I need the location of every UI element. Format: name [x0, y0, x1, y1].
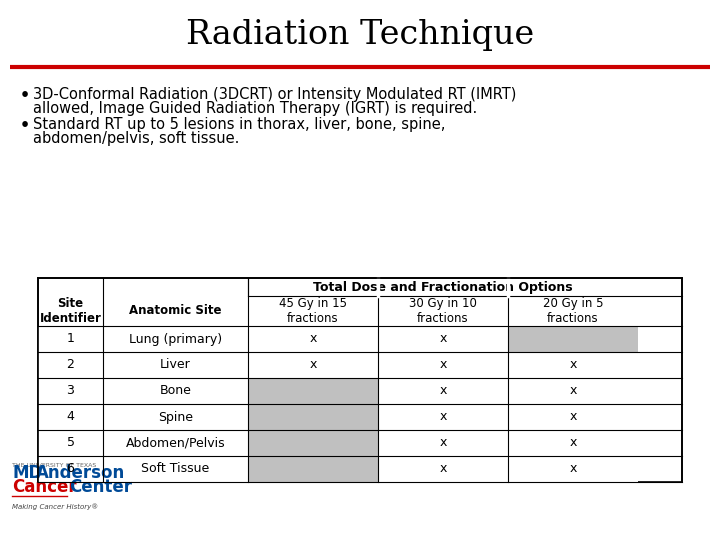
Bar: [38, 352, 103, 378]
Bar: [248, 456, 378, 482]
Text: 2: 2: [66, 359, 74, 372]
Text: 3: 3: [66, 384, 74, 397]
Text: x: x: [310, 359, 317, 372]
Bar: [508, 326, 638, 352]
Bar: [378, 404, 508, 430]
Bar: [38, 278, 682, 482]
Bar: [103, 378, 248, 404]
Text: abdomen/pelvis, soft tissue.: abdomen/pelvis, soft tissue.: [33, 131, 239, 146]
Text: x: x: [439, 333, 446, 346]
Bar: [508, 430, 638, 456]
Text: allowed, Image Guided Radiation Therapy (IGRT) is required.: allowed, Image Guided Radiation Therapy …: [33, 101, 477, 116]
Text: THE UNIVERSITY OF TEXAS: THE UNIVERSITY OF TEXAS: [12, 463, 96, 468]
Bar: [508, 404, 638, 430]
Bar: [248, 430, 378, 456]
Text: 6: 6: [66, 462, 74, 476]
Bar: [378, 378, 508, 404]
Text: 45 Gy in 15
fractions: 45 Gy in 15 fractions: [279, 297, 347, 325]
Text: Bone: Bone: [160, 384, 192, 397]
Text: Center: Center: [69, 478, 132, 496]
Text: x: x: [570, 462, 577, 476]
Bar: [38, 430, 103, 456]
Text: 4: 4: [66, 410, 74, 423]
Bar: [378, 326, 508, 352]
Text: MD: MD: [12, 464, 42, 482]
Text: x: x: [570, 436, 577, 449]
Bar: [248, 404, 378, 430]
Bar: [103, 404, 248, 430]
Text: 30 Gy in 10
fractions: 30 Gy in 10 fractions: [409, 297, 477, 325]
Bar: [248, 326, 378, 352]
Text: Anderson: Anderson: [36, 464, 125, 482]
Text: Soft Tissue: Soft Tissue: [141, 462, 210, 476]
Bar: [508, 378, 638, 404]
Text: •: •: [20, 88, 30, 103]
Text: x: x: [570, 384, 577, 397]
Bar: [378, 430, 508, 456]
Text: Site
Identifier: Site Identifier: [40, 297, 102, 325]
Text: x: x: [570, 359, 577, 372]
Bar: [508, 352, 638, 378]
Bar: [103, 430, 248, 456]
Bar: [508, 456, 638, 482]
Text: 3D-Conformal Radiation (3DCRT) or Intensity Modulated RT (IMRT): 3D-Conformal Radiation (3DCRT) or Intens…: [33, 87, 516, 102]
Text: Lung (primary): Lung (primary): [129, 333, 222, 346]
Text: 5: 5: [66, 436, 74, 449]
Bar: [103, 326, 248, 352]
Bar: [38, 378, 103, 404]
Text: 1: 1: [66, 333, 74, 346]
Bar: [378, 352, 508, 378]
Bar: [248, 352, 378, 378]
Text: x: x: [439, 410, 446, 423]
Text: Total Dose and Fractionation Options: Total Dose and Fractionation Options: [313, 280, 573, 294]
Text: Liver: Liver: [160, 359, 191, 372]
Text: Making Cancer History®: Making Cancer History®: [12, 503, 98, 510]
Bar: [38, 404, 103, 430]
Text: x: x: [570, 410, 577, 423]
Text: Spine: Spine: [158, 410, 193, 423]
Text: x: x: [439, 462, 446, 476]
Bar: [38, 326, 103, 352]
Text: x: x: [439, 384, 446, 397]
Bar: [103, 352, 248, 378]
Text: Abdomen/Pelvis: Abdomen/Pelvis: [126, 436, 225, 449]
Bar: [248, 378, 378, 404]
Text: Standard RT up to 5 lesions in thorax, liver, bone, spine,: Standard RT up to 5 lesions in thorax, l…: [33, 117, 446, 132]
Bar: [378, 456, 508, 482]
Text: Anatomic Site: Anatomic Site: [130, 305, 222, 318]
Bar: [103, 456, 248, 482]
Text: x: x: [439, 436, 446, 449]
Text: 20 Gy in 5
fractions: 20 Gy in 5 fractions: [543, 297, 603, 325]
Text: x: x: [439, 359, 446, 372]
Text: Cancer: Cancer: [12, 478, 76, 496]
Text: Radiation Technique: Radiation Technique: [186, 19, 534, 51]
Text: •: •: [20, 118, 30, 133]
Bar: [38, 456, 103, 482]
Text: x: x: [310, 333, 317, 346]
